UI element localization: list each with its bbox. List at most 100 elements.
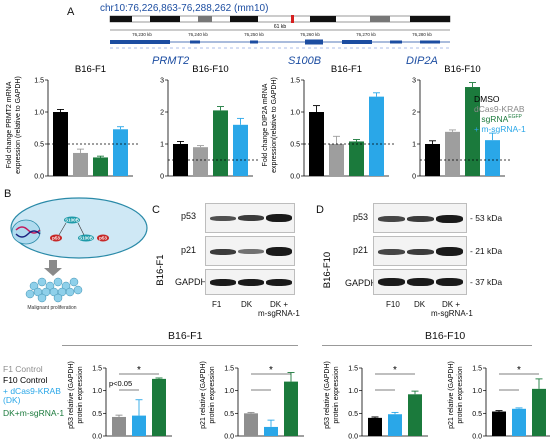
- ylabel-p21-f10: p21 relative (GAPDH) protein expression: [448, 361, 464, 429]
- chart-p21-f1: 0.0 0.5 1.0 1.5 *: [224, 365, 304, 440]
- y-tick-label: 0.0: [92, 434, 102, 440]
- bar: [349, 141, 364, 176]
- y-tick-label: 3: [412, 78, 416, 85]
- blot-d-lane-f10: F10: [386, 300, 400, 309]
- genome-tick: 76,240 kb: [188, 32, 208, 37]
- bar: [485, 140, 500, 176]
- bar: [113, 129, 128, 176]
- y-tick-label: 1.0: [92, 388, 102, 395]
- blot-d-p53-strip: [373, 203, 467, 233]
- bar: [112, 416, 126, 436]
- chart-title: B16-F10: [192, 64, 228, 75]
- blot-c-cell-line: B16-F1: [155, 254, 166, 285]
- y-tick-label: 1.0: [34, 110, 44, 117]
- genome-browser-track: 61 kb 76,230 kb 76,240 kb 76,250 kb 76,2…: [109, 15, 451, 49]
- y-tick-label: 1.0: [290, 110, 300, 117]
- blot-d-row-p21: p21: [353, 245, 369, 255]
- blot-c-p53-strip: [205, 203, 295, 233]
- blot-band: [238, 249, 264, 254]
- panel-letter-a: A: [67, 6, 75, 18]
- bar: [213, 110, 228, 176]
- blot-c-row-p21: p21: [181, 245, 197, 255]
- blot-band: [378, 249, 405, 255]
- y-tick-label: 3: [160, 78, 164, 85]
- blot-d-kda-37: - 37 kDa: [470, 277, 503, 287]
- diagram-node: S100B: [79, 236, 94, 241]
- blot-band: [378, 216, 405, 222]
- bar: [132, 415, 146, 436]
- diagram-caption: Malignant proliferation: [27, 305, 76, 311]
- blot-band: [266, 247, 292, 256]
- genome-tick: 76,250 kb: [244, 32, 264, 37]
- ylabel-line2: expression (relative to GAPDH): [15, 76, 22, 174]
- diagram-node: S100B: [65, 218, 80, 223]
- y-tick-label: 1.5: [34, 78, 44, 85]
- y-tick-label: 0.5: [224, 411, 234, 418]
- ylabel-line2: expression(relative to GAPDH): [271, 77, 278, 173]
- p-value-label: p<0.05: [109, 379, 132, 388]
- blot-d-cell-line: B16-F10: [322, 252, 333, 288]
- y-tick-label: 1.0: [472, 388, 482, 395]
- blot-band: [210, 249, 236, 255]
- panel-letter-b: B: [4, 188, 12, 200]
- divider-f10: [322, 345, 532, 346]
- blot-c-lane-msgrna: m-sgRNA-1: [258, 309, 300, 318]
- legend-item-sup: EGFP: [508, 114, 522, 121]
- ylabel-line1: p21 relative (GAPDH): [448, 361, 455, 429]
- gene-label-s100b: S100B: [288, 55, 322, 67]
- chart-a-dip2a-f10: B16-F10 0 1 2 3: [412, 64, 511, 180]
- group-title-f1: B16-F1: [168, 330, 203, 342]
- legend-item-msgrna: + m-sgRNA-1: [474, 124, 526, 134]
- ylabel-line1: p53 relative (GAPDH): [324, 361, 331, 429]
- gene-label-prmt2: PRMT2: [152, 55, 190, 67]
- bar: [512, 408, 526, 436]
- chart-title: B16-F1: [331, 64, 362, 75]
- y-tick-label: 1.0: [348, 388, 358, 395]
- bar: [445, 131, 460, 176]
- a-dip2a-ylabel: Fold change DIP2A mRNA expression(relati…: [262, 77, 278, 173]
- blot-c-p21-strip: [205, 236, 295, 266]
- ylabel-line2: protein expression: [77, 366, 84, 423]
- y-tick-label: 1: [412, 142, 416, 149]
- blot-d-lane-msgrna: m-sgRNA-1: [431, 309, 473, 318]
- panel-letter-c: C: [152, 204, 160, 216]
- panel-letter-d: D: [316, 204, 324, 216]
- genome-scale-label: 61 kb: [274, 24, 286, 30]
- significance-star: *: [517, 365, 521, 376]
- group-title-f10: B16-F10: [425, 330, 466, 342]
- blot-d-p21-strip: [373, 236, 467, 266]
- y-tick-label: 0.0: [472, 434, 482, 440]
- bar: [284, 381, 298, 436]
- y-tick-label: 2: [160, 110, 164, 117]
- ylabel-line1: p21 relative (GAPDH): [200, 361, 207, 429]
- chart-p53-f1: 0.0 0.5 1.0 1.5 p<0.05 *: [92, 365, 172, 440]
- blot-band: [210, 279, 236, 286]
- chart-p21-f10: 0.0 0.5 1.0 1.5 *: [472, 365, 550, 440]
- y-tick-label: 0.5: [472, 411, 482, 418]
- ylabel-line2: protein expression: [333, 366, 340, 423]
- y-tick-label: 0.5: [34, 142, 44, 149]
- blot-d-gapdh-strip: [373, 269, 467, 295]
- blot-d-lane-dk-plus: DK +: [442, 300, 461, 309]
- blot-c-lane-dk-plus: DK +: [270, 300, 289, 309]
- bar: [73, 152, 88, 176]
- blot-c-row-p53: p53: [181, 211, 197, 221]
- chart-a-prmt2-f1: B16-F1 0.0 0.5 1.0 1.5: [34, 64, 139, 180]
- y-tick-label: 0.0: [290, 174, 300, 181]
- ylabel-line2: protein expression: [209, 366, 216, 423]
- chart-title: B16-F10: [444, 64, 480, 75]
- blot-d-kda-53: - 53 kDa: [470, 213, 503, 223]
- legend-item-dmso: DMSO: [474, 94, 500, 104]
- blot-c-gapdh-strip: [205, 269, 295, 295]
- divider-f1: [62, 345, 298, 346]
- y-tick-label: 1.5: [472, 366, 482, 373]
- blot-band: [436, 247, 463, 256]
- y-tick-label: 1.5: [348, 366, 358, 373]
- chart-p53-f10: 0.0 0.5 1.0 1.5 *: [348, 365, 428, 440]
- blot-d-row-gapdh: GAPDH: [345, 278, 378, 288]
- bar: [465, 87, 480, 176]
- bar: [368, 417, 382, 436]
- blot-c-cell-line-text: B16-F1: [155, 254, 166, 285]
- blot-d-kda-21: - 21 kDa: [470, 246, 503, 256]
- bar: [233, 124, 248, 176]
